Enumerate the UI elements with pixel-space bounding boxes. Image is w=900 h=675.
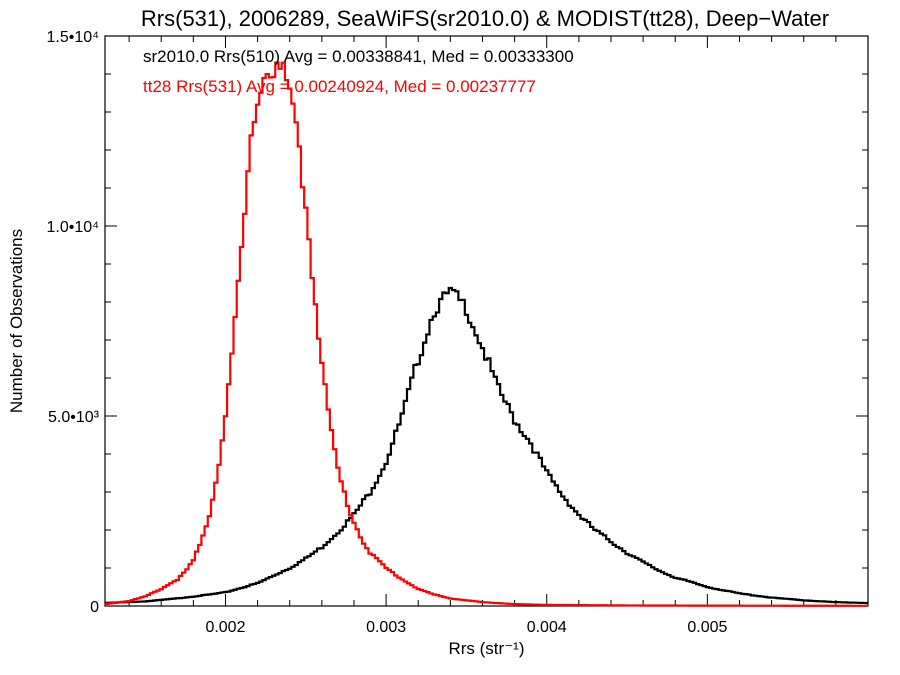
y-axis-ticks: 0 5.0•10³ 1.0•10⁴ 1.5•10⁴	[46, 29, 868, 616]
annotation-tt28: tt28 Rrs(531) Avg = 0.00240924, Med = 0.…	[143, 77, 536, 96]
x-tick-label: 0.004	[527, 619, 567, 636]
y-tick-label: 1.0•10⁴	[46, 219, 99, 236]
x-axis-ticks: 0.002 0.003 0.004 0.005	[128, 36, 869, 636]
plot-area-border	[104, 35, 869, 607]
series-group	[105, 61, 868, 607]
y-tick-label: 0	[90, 599, 99, 616]
x-axis-label: Rrs (str⁻¹)	[448, 639, 524, 658]
y-axis-label: Number of Observations	[7, 229, 26, 413]
series-0-histogram	[105, 286, 868, 605]
series-1-histogram	[105, 61, 868, 607]
x-tick-label: 0.003	[366, 619, 406, 636]
x-tick-label: 0.002	[205, 619, 245, 636]
annotation-sr2010: sr2010.0 Rrs(510) Avg = 0.00338841, Med …	[143, 47, 574, 66]
y-tick-label: 1.5•10⁴	[46, 29, 99, 46]
x-tick-label: 0.005	[687, 619, 727, 636]
chart-title: Rrs(531), 2006289, SeaWiFS(sr2010.0) & M…	[141, 6, 829, 31]
plot-frame	[104, 35, 869, 607]
y-tick-label: 5.0•10³	[48, 409, 100, 426]
